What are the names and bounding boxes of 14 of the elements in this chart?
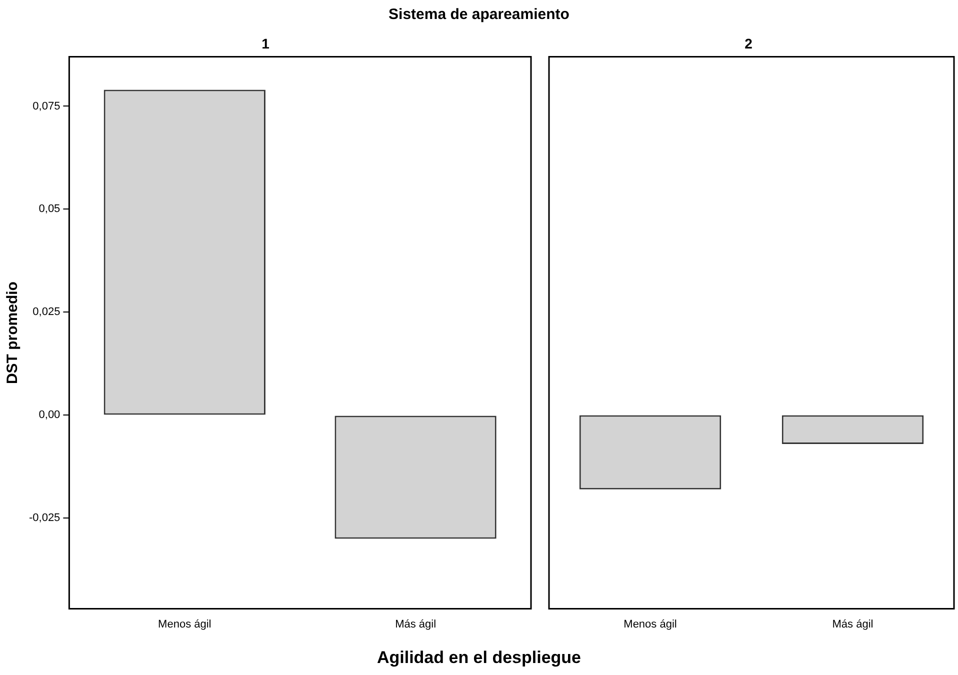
chart-subtitle: 2 xyxy=(744,35,753,52)
x-axis-title: Agilidad en el despliegue xyxy=(376,648,582,668)
x-tick-label: Menos ágil xyxy=(158,618,212,630)
y-tick-label: 0,05 xyxy=(38,203,60,216)
x-tick-label: Más ágil xyxy=(395,618,436,630)
y-tick-label: 0,025 xyxy=(32,306,60,318)
chart-subtitle: 1 xyxy=(262,35,270,52)
x-tick-label: Más ágil xyxy=(832,618,874,630)
y-tick-label: 0,075 xyxy=(32,100,60,112)
y-tick-label: -0,025 xyxy=(28,512,60,524)
x-tick-label: Menos ágil xyxy=(624,618,677,630)
y-tick-label: 0,00 xyxy=(38,409,60,422)
y-axis-title: DST promedio xyxy=(4,282,22,384)
chart-title: Sistema de apareamiento xyxy=(388,6,570,23)
